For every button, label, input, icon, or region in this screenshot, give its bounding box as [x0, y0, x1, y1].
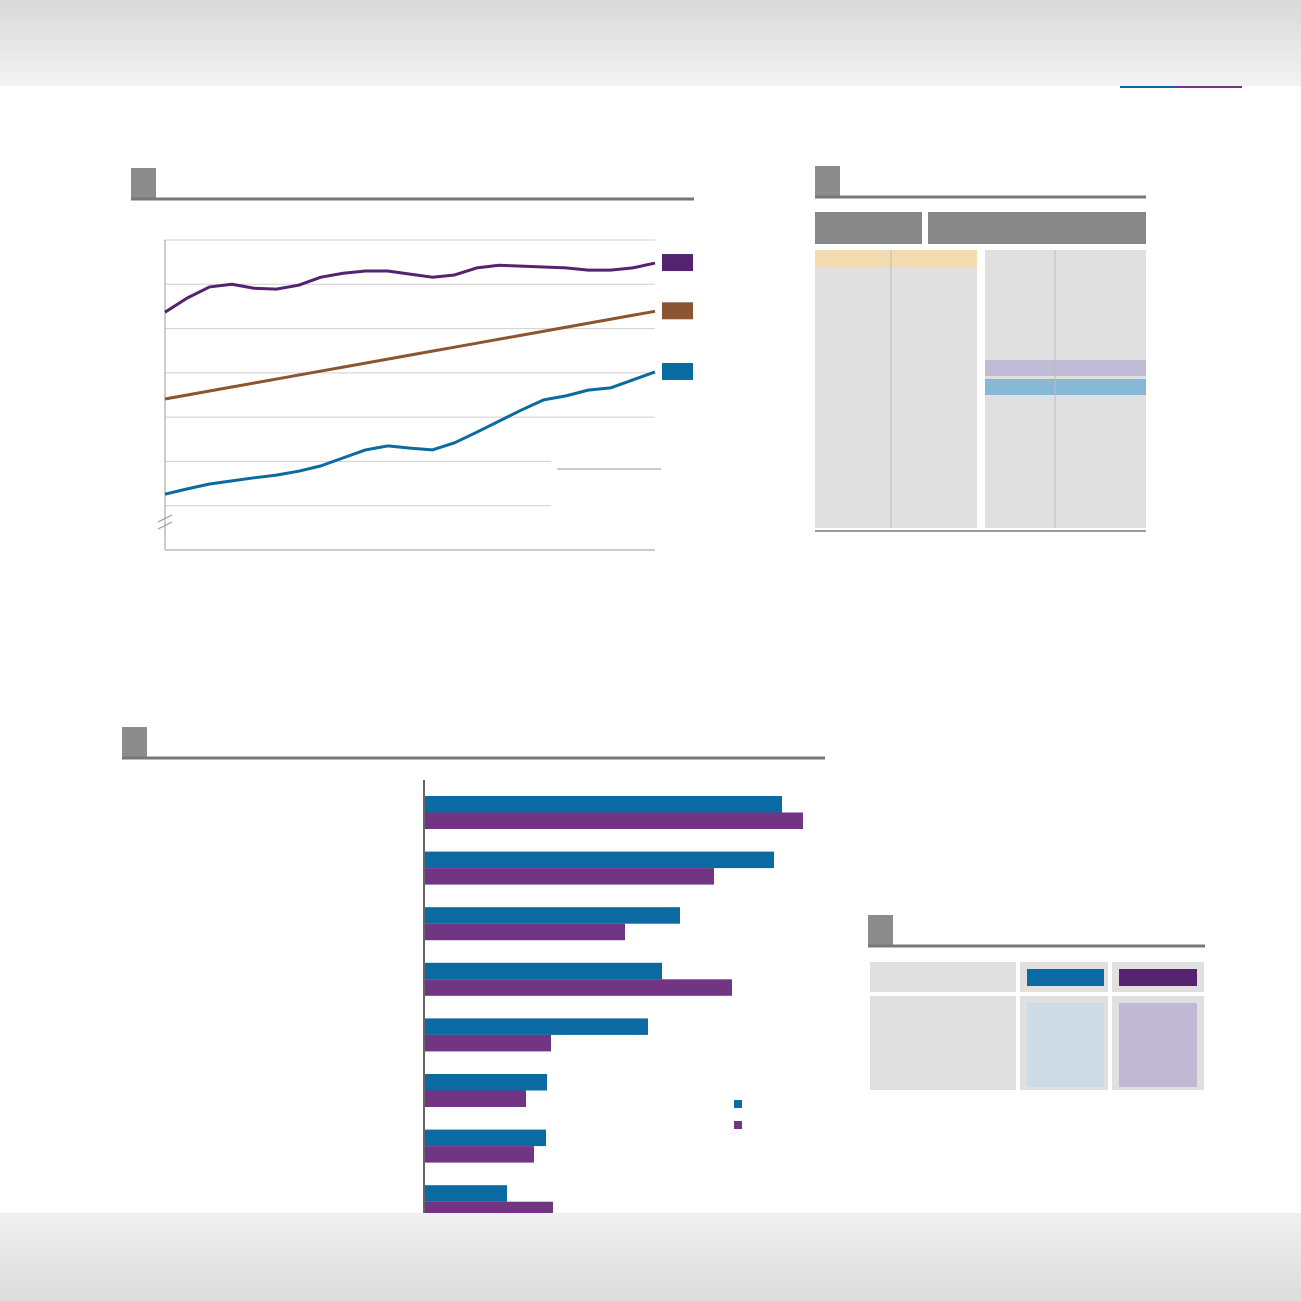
legend-swatch: [662, 302, 693, 320]
bar: [425, 1034, 551, 1052]
bar: [425, 1074, 547, 1091]
series-line: [164, 370, 656, 496]
bar: [425, 923, 625, 941]
section-header: [815, 166, 1146, 199]
bar: [425, 1129, 546, 1147]
section-header: [122, 727, 825, 760]
legend-swatch: [662, 254, 693, 272]
series-line: [164, 261, 656, 314]
legend-swatch: [734, 1100, 742, 1108]
footer: [0, 1213, 1301, 1301]
header: [0, 0, 1301, 86]
series-line: [164, 309, 656, 401]
bar: [425, 979, 732, 996]
legend-swatch: [734, 1121, 742, 1129]
bar: [425, 1090, 526, 1107]
section-header: [131, 168, 694, 201]
axis-break: [157, 514, 173, 530]
bar: [425, 1018, 648, 1035]
legend-swatch: [662, 362, 693, 380]
bar: [425, 1146, 534, 1163]
bar: [425, 907, 680, 924]
section-header: [868, 915, 1205, 948]
bar: [425, 812, 803, 829]
table: [870, 962, 1204, 1090]
bar: [425, 851, 774, 869]
bar: [425, 1185, 507, 1202]
bar: [425, 796, 782, 813]
bar: [425, 962, 662, 980]
bar: [425, 868, 714, 885]
table: [815, 212, 1146, 532]
note-box: [551, 455, 661, 545]
